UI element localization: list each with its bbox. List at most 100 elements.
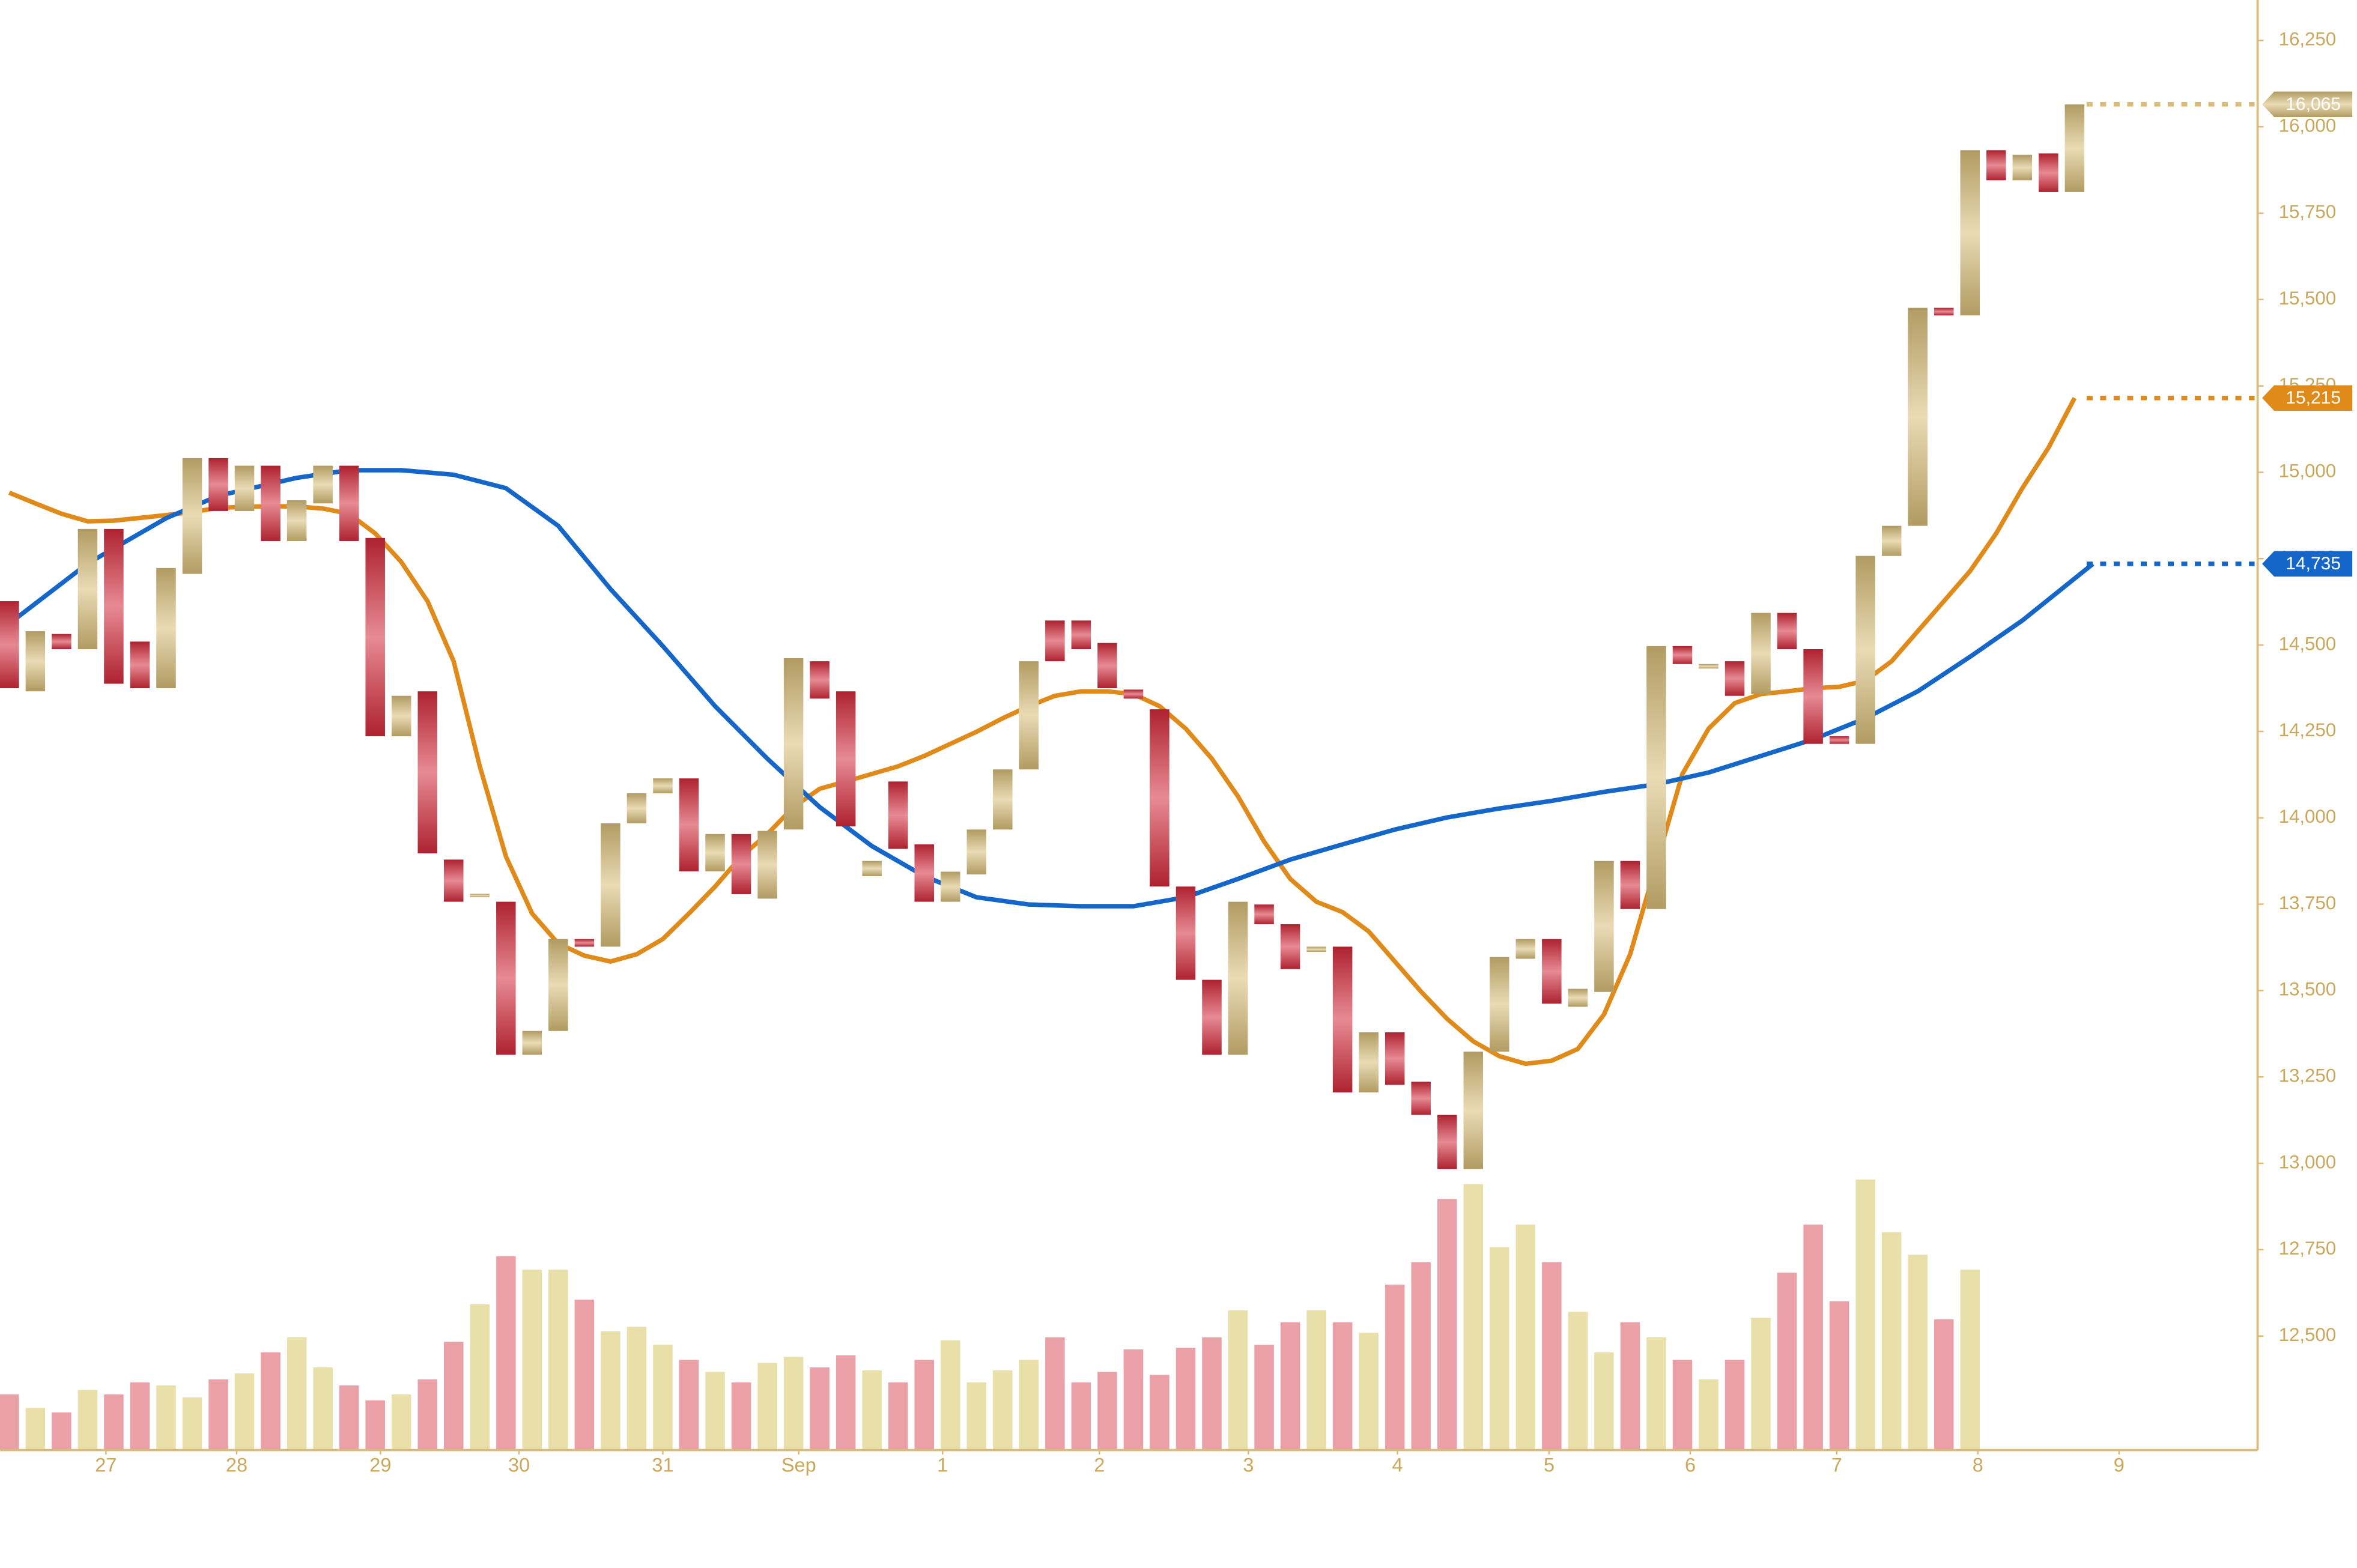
x-tick-label: 3 — [1243, 1454, 1254, 1476]
volume-bar — [1385, 1285, 1405, 1450]
candle-body — [0, 601, 19, 689]
volume-bar — [862, 1370, 882, 1450]
candle-body — [1829, 736, 1849, 744]
x-tick-label: 27 — [95, 1454, 117, 1476]
ma-line — [8, 468, 2095, 909]
volume-bar — [1829, 1301, 1849, 1450]
volume-bar — [601, 1331, 620, 1450]
price-marker-box — [2262, 385, 2353, 411]
volume-bar — [156, 1385, 176, 1450]
volume-bar — [1699, 1379, 1718, 1450]
volume-bar — [1332, 1322, 1353, 1450]
candle-body — [470, 894, 490, 898]
y-tick-label: 16,250 — [2279, 29, 2337, 50]
x-tick-label: 29 — [369, 1454, 391, 1476]
candle-body — [1620, 861, 1640, 909]
y-tick-label: 16,000 — [2279, 115, 2337, 136]
candle-body — [1306, 946, 1326, 952]
candle-body — [1071, 620, 1091, 650]
candle-body — [601, 823, 620, 947]
candle-body — [156, 568, 176, 689]
volume-bar — [1202, 1337, 1222, 1450]
volume-bar — [52, 1412, 71, 1450]
candle-body — [522, 1031, 542, 1055]
candle-body — [862, 861, 882, 876]
volume-bar — [966, 1382, 987, 1450]
volume-bar — [1097, 1372, 1117, 1450]
candle-body — [261, 465, 281, 541]
candle-body — [1751, 613, 1771, 694]
volume-bar — [77, 1390, 98, 1450]
volume-bar — [731, 1382, 751, 1450]
x-tick-label: 31 — [652, 1454, 673, 1476]
candle-body — [1332, 946, 1353, 1093]
candle-body — [1986, 150, 2006, 181]
candle-body — [1359, 1032, 1379, 1093]
candle-body — [940, 871, 960, 902]
y-tick-label: 14,500 — [2279, 633, 2337, 654]
price-marker-box — [2262, 551, 2353, 577]
candle-body — [1515, 939, 1536, 959]
volume-bar — [1960, 1270, 1980, 1450]
candle-body — [836, 691, 856, 827]
volume-bar — [130, 1382, 150, 1450]
x-tick-label: 30 — [508, 1454, 530, 1476]
volume-bar — [1515, 1224, 1536, 1450]
candle-body — [1777, 613, 1797, 650]
candle-body — [1411, 1082, 1431, 1115]
candle-body — [496, 901, 516, 1055]
price-marker-box — [2262, 91, 2353, 118]
candle-body — [626, 793, 647, 823]
volume-bar — [574, 1300, 595, 1450]
candle-body — [1803, 649, 1823, 744]
volume-bar — [653, 1345, 673, 1450]
candle-body — [2012, 154, 2033, 181]
x-tick-label: 6 — [1685, 1454, 1696, 1476]
volume-bar — [0, 1394, 19, 1450]
price-marker-label: 14,735 — [2286, 554, 2341, 574]
volume-bar — [548, 1270, 568, 1450]
volume-bar — [1594, 1352, 1614, 1450]
y-tick-label: 13,000 — [2279, 1151, 2337, 1172]
candle-body — [1855, 555, 1875, 744]
candle-body — [1150, 709, 1169, 887]
volume-bar — [313, 1367, 333, 1450]
volume-bar — [1934, 1319, 1954, 1450]
volume-bar — [1881, 1232, 1902, 1450]
candle-body — [1019, 661, 1039, 770]
candle-body — [1646, 646, 1666, 909]
volume-bar — [261, 1352, 281, 1450]
volume-bar — [888, 1382, 908, 1450]
volume-bar — [757, 1363, 777, 1450]
volume-bar — [1123, 1349, 1144, 1450]
candle-body — [914, 844, 934, 902]
y-tick-label: 12,750 — [2279, 1238, 2337, 1259]
volume-bar — [417, 1379, 438, 1450]
candle-body — [130, 641, 150, 689]
candle-body — [1672, 646, 1693, 664]
x-tick-label: 1 — [937, 1454, 948, 1476]
candle-body — [1542, 939, 1562, 1004]
candle-body — [1960, 150, 1980, 316]
x-tick-label: 7 — [1831, 1454, 1842, 1476]
x-tick-label: 4 — [1392, 1454, 1403, 1476]
candle-body — [548, 939, 568, 1031]
candle-body — [679, 778, 699, 871]
x-tick-label: 9 — [2114, 1454, 2125, 1476]
candle-body — [574, 939, 595, 947]
candle-body — [1385, 1032, 1405, 1085]
volume-bar — [1411, 1262, 1431, 1450]
x-tick-label: Sep — [781, 1454, 816, 1476]
volume-bar — [810, 1367, 830, 1450]
volume-bar — [1803, 1224, 1823, 1450]
candle-body — [417, 691, 438, 854]
volume-bar — [391, 1394, 411, 1450]
candle-body — [966, 829, 987, 875]
volume-bar — [1150, 1375, 1169, 1450]
y-tick-label: 13,500 — [2279, 979, 2337, 1000]
volume-bar — [836, 1355, 856, 1450]
volume-bar — [1568, 1312, 1588, 1450]
volume-bar — [1490, 1247, 1509, 1450]
volume-bar — [993, 1370, 1013, 1450]
